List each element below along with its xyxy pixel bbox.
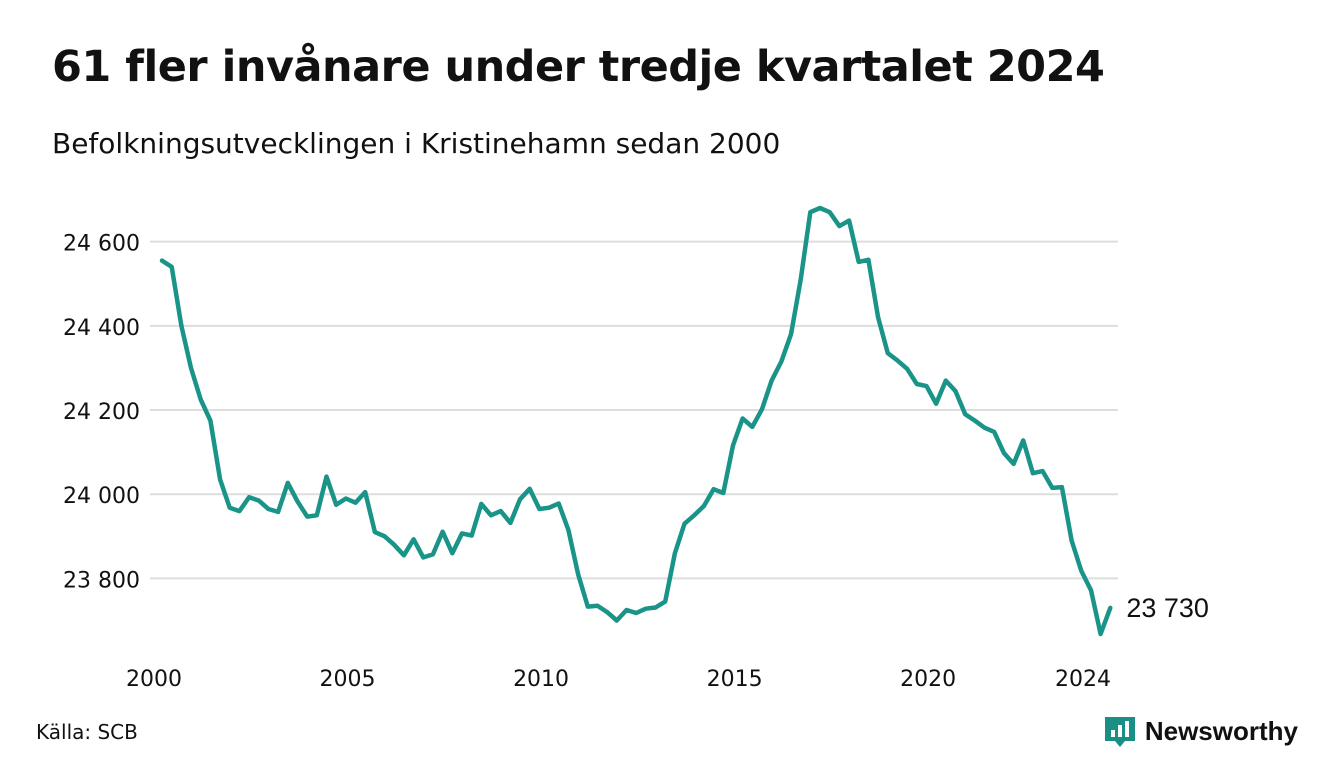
- y-tick-label: 23 800: [63, 568, 140, 593]
- x-axis-ticks: 2000 2005 2010 2015 2020 2024: [126, 667, 1111, 692]
- y-tick-label: 24 200: [63, 400, 140, 425]
- end-value-label: 23 730: [1126, 593, 1209, 623]
- y-axis-ticks: 23 800 24 000 24 200 24 400 24 600: [63, 232, 140, 594]
- population-line: [159, 205, 1113, 637]
- y-tick-label: 24 000: [63, 484, 140, 509]
- x-tick-label: 2020: [900, 667, 956, 692]
- grid-lines: [150, 240, 1118, 580]
- chart-subtitle: Befolkningsutvecklingen i Kristinehamn s…: [52, 127, 781, 160]
- y-tick-label: 24 400: [63, 316, 140, 341]
- y-tick-label: 24 600: [63, 232, 140, 257]
- newsworthy-logo-icon: [1104, 717, 1135, 747]
- x-tick-label: 2010: [513, 667, 569, 692]
- chart-title: 61 fler invånare under tredje kvartalet …: [52, 42, 1105, 92]
- x-tick-label: 2000: [126, 667, 182, 692]
- x-tick-label: 2005: [320, 667, 376, 692]
- x-tick-label: 2024: [1055, 667, 1111, 692]
- series-layer: [159, 205, 1113, 637]
- x-tick-label: 2015: [707, 667, 763, 692]
- brand-logo[interactable]: Newsworthy: [1103, 714, 1298, 748]
- brand-name: Newsworthy: [1144, 715, 1298, 746]
- source-note: Källa: SCB: [36, 720, 138, 744]
- data-label-layer: 23 730: [1126, 593, 1209, 623]
